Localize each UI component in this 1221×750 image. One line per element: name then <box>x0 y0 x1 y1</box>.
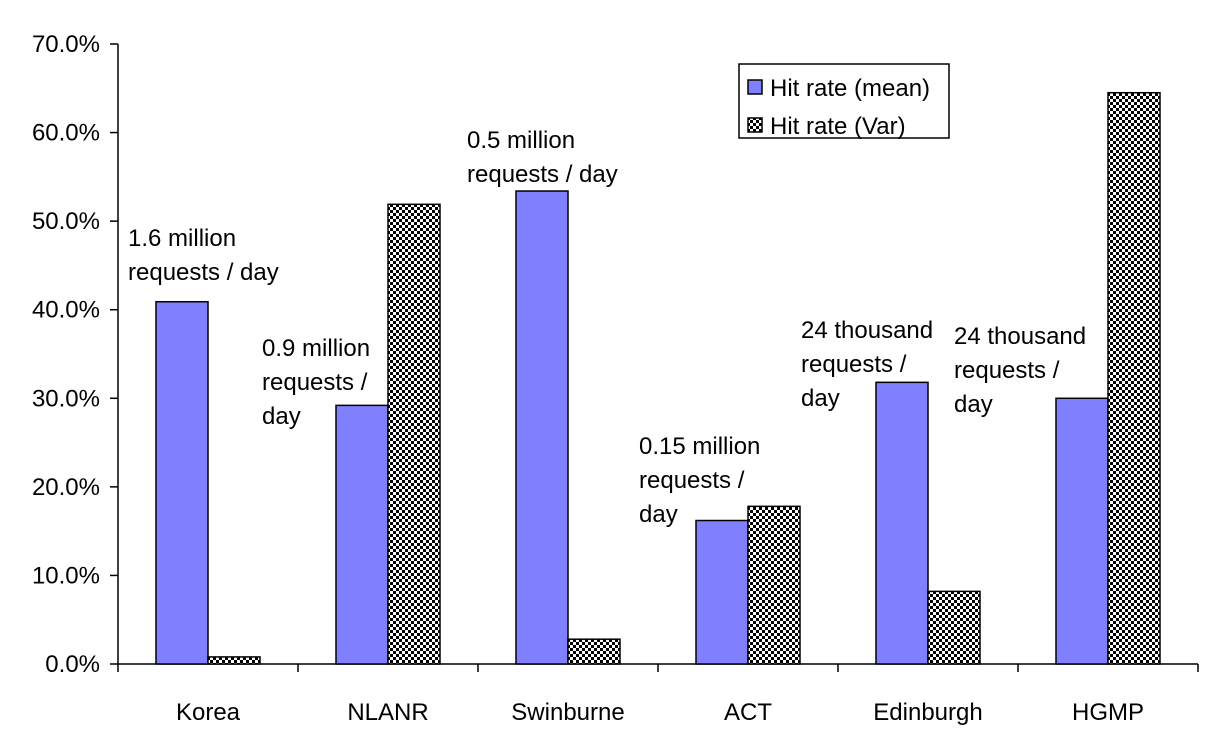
y-tick-label: 40.0% <box>32 297 100 324</box>
y-tick-label: 0.0% <box>45 651 100 678</box>
bar-korea-series-1 <box>155 300 209 665</box>
annotation-line: 24 thousand <box>801 317 933 344</box>
y-tick-label: 70.0% <box>32 31 100 58</box>
legend-label-series-2: Hit rate (Var) <box>770 113 906 140</box>
bar-korea-series-2 <box>207 656 261 665</box>
annotation-line: 0.5 million <box>467 127 575 154</box>
annotations: 1.6 million requests / day 0.9 million requ… <box>128 127 1086 528</box>
x-tick-label-edinburgh: Edinburgh <box>873 699 982 726</box>
legend-box <box>738 63 950 139</box>
y-tick-label: 60.0% <box>32 120 100 147</box>
x-axis: Korea NLANR Swinburne ACT Edinburgh HGMP <box>117 663 1199 726</box>
annotation-line: requests / day <box>467 161 618 188</box>
legend-swatch-series-2 <box>747 117 763 133</box>
y-tick-label: 50.0% <box>32 208 100 235</box>
bar-nlanr-series-2 <box>387 203 441 665</box>
y-tick-label: 20.0% <box>32 474 100 501</box>
bar-swinburne-series-1 <box>515 190 569 665</box>
x-tick-label-act: ACT <box>724 699 772 726</box>
annotation-line: day <box>262 403 301 430</box>
annotation-line: requests / <box>262 369 368 396</box>
bar-edinburgh-series-2 <box>927 590 981 665</box>
annotation-korea: 1.6 million requests / day <box>128 225 279 286</box>
bar-hgmp-series-2 <box>1107 91 1161 665</box>
bar-act-series-2 <box>747 505 801 665</box>
y-axis: 0.0% 10.0% 20.0% 30.0% 40.0% 50.0% 60.0% 70.0% <box>32 31 119 678</box>
annotation-hgmp: 24 thousand requests / day <box>954 323 1086 418</box>
annotation-swinburne: 0.5 million requests / day <box>467 127 618 188</box>
bars <box>155 91 1161 665</box>
bar-act-series-1 <box>695 519 749 665</box>
annotation-line: requests / day <box>128 259 279 286</box>
bar-nlanr-series-1 <box>335 404 389 665</box>
x-tick-label-hgmp: HGMP <box>1072 699 1144 726</box>
annotation-line: requests / <box>639 467 745 494</box>
annotation-line: day <box>954 391 993 418</box>
annotation-line: 0.15 million <box>639 433 760 460</box>
annotation-nlanr: 0.9 million requests / day <box>262 335 370 430</box>
annotation-line: 1.6 million <box>128 225 236 252</box>
x-tick-label-swinburne: Swinburne <box>511 699 624 726</box>
x-tick-label-nlanr: NLANR <box>347 699 428 726</box>
x-tick-label-korea: Korea <box>176 699 241 726</box>
bar-swinburne-series-2 <box>567 638 621 665</box>
annotation-line: requests / <box>954 357 1060 384</box>
legend-swatch-series-1 <box>747 79 763 95</box>
y-tick-label: 10.0% <box>32 562 100 589</box>
annotation-line: requests / <box>801 351 907 378</box>
annotation-line: day <box>639 501 678 528</box>
annotation-line: 24 thousand <box>954 323 1086 350</box>
legend: Hit rate (mean) Hit rate (Var) <box>738 63 950 140</box>
annotation-line: 0.9 million <box>262 335 370 362</box>
legend-label-series-1: Hit rate (mean) <box>770 75 930 102</box>
y-tick-label: 30.0% <box>32 385 100 412</box>
annotation-act: 0.15 million requests / day <box>639 433 760 528</box>
bar-hgmp-series-1 <box>1055 397 1109 665</box>
annotation-line: day <box>801 385 840 412</box>
bar-edinburgh-series-1 <box>875 381 929 665</box>
annotation-edinburgh: 24 thousand requests / day <box>801 317 933 412</box>
